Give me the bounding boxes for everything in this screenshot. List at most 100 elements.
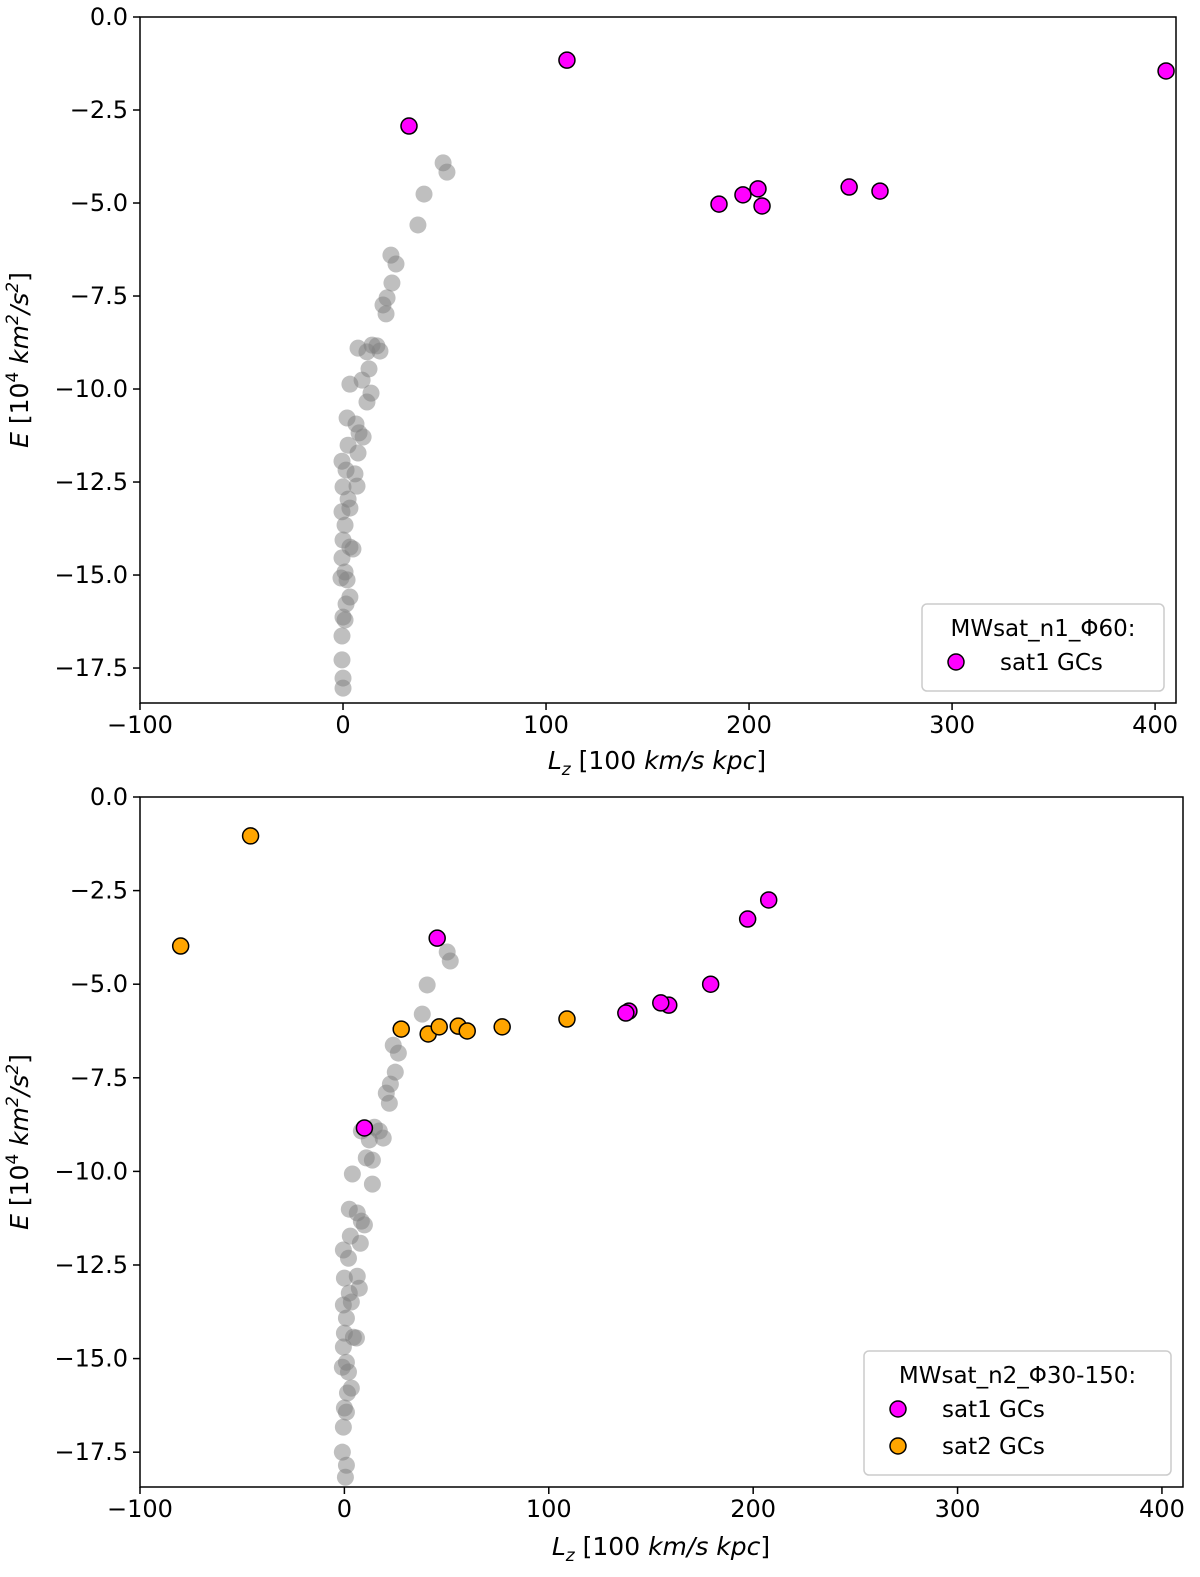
background-point	[337, 595, 355, 613]
x-tick-label: 200	[726, 711, 772, 739]
y-tick-label: −7.5	[70, 282, 128, 310]
data-point	[652, 994, 670, 1012]
legend-box	[863, 1350, 1172, 1476]
data-point	[753, 197, 771, 215]
background-point	[336, 516, 354, 534]
y-axis-label: E [104 km2/s2]	[3, 272, 34, 448]
y-tick-label: −5.0	[70, 189, 128, 217]
legend-marker	[947, 653, 965, 671]
data-point	[749, 180, 767, 198]
data-point	[738, 910, 757, 928]
data-point	[710, 195, 728, 213]
data-point	[241, 827, 260, 845]
y-tick-label: 0.0	[90, 3, 128, 31]
background-point	[339, 1363, 357, 1381]
x-tick-label: 200	[730, 1495, 776, 1523]
background-point	[354, 428, 372, 446]
background-point	[334, 1338, 352, 1356]
background-point	[418, 976, 436, 994]
data-point	[493, 1018, 511, 1036]
background-point	[337, 1403, 355, 1421]
y-tick-label: −10.0	[54, 375, 128, 403]
data-point	[430, 1018, 448, 1036]
x-tick-label: 100	[526, 1495, 572, 1523]
x-tick-label: 0	[335, 711, 350, 739]
plot-frame	[139, 796, 1184, 1488]
legend-marker	[889, 1400, 907, 1418]
y-tick-label: −17.5	[54, 1438, 128, 1466]
background-point	[339, 1249, 357, 1267]
data-point	[400, 117, 418, 135]
data-point	[428, 929, 446, 947]
background-point	[336, 611, 354, 629]
background-point	[349, 444, 367, 462]
y-tick-label: 0.0	[90, 783, 128, 811]
background-point	[358, 343, 376, 361]
background-point	[342, 1293, 360, 1311]
y-tick-label: −2.5	[70, 96, 128, 124]
background-point	[338, 571, 356, 589]
background-point	[383, 274, 401, 292]
background-point	[438, 163, 456, 181]
y-tick-label: −5.0	[70, 970, 128, 998]
background-point	[338, 1384, 356, 1402]
x-tick-label: −100	[107, 1495, 173, 1523]
background-point	[343, 1165, 361, 1183]
background-point	[335, 1269, 353, 1287]
background-point	[409, 216, 427, 234]
data-point	[701, 975, 720, 993]
data-point	[558, 1010, 576, 1028]
background-point	[377, 305, 395, 323]
background-point	[355, 1216, 373, 1234]
background-point	[441, 952, 459, 970]
background-point	[374, 1129, 392, 1147]
y-tick-label: −7.5	[70, 1064, 128, 1092]
y-tick-label: −2.5	[70, 877, 128, 905]
background-point	[333, 651, 351, 669]
background-point	[413, 1005, 431, 1023]
data-point	[392, 1020, 410, 1038]
y-tick-label: −12.5	[54, 1251, 128, 1279]
data-point	[1157, 62, 1175, 80]
x-tick-label: −100	[107, 711, 173, 739]
legend-label: sat1 GCs	[942, 1397, 1045, 1423]
legend-title: MWsat_n2_Φ30-150:	[899, 1363, 1136, 1389]
x-tick-label: 400	[1132, 711, 1178, 739]
y-tick-label: −10.0	[54, 1157, 128, 1185]
legend-marker	[889, 1437, 907, 1455]
plot-frame	[139, 16, 1177, 704]
background-point	[334, 1418, 352, 1436]
background-point	[333, 1443, 351, 1461]
x-tick-label: 300	[935, 1495, 981, 1523]
data-point	[617, 1004, 635, 1022]
data-point	[458, 1022, 476, 1040]
y-tick-label: −17.5	[54, 654, 128, 682]
background-point	[380, 1094, 398, 1112]
data-point	[734, 186, 752, 204]
background-point	[341, 499, 359, 517]
background-point	[389, 1044, 407, 1062]
background-point	[333, 549, 351, 567]
data-point	[171, 937, 190, 955]
background-point	[351, 1234, 369, 1252]
x-tick-label: 100	[523, 711, 569, 739]
x-tick-label: 0	[337, 1495, 352, 1523]
background-point	[347, 1329, 365, 1347]
legend-label: sat1 GCs	[1000, 650, 1103, 676]
background-point	[415, 185, 433, 203]
background-point	[337, 1309, 355, 1327]
legend-label: sat2 GCs	[942, 1434, 1045, 1460]
legend-title: MWsat_n1_Φ60:	[950, 616, 1135, 642]
x-tick-label: 300	[929, 711, 975, 739]
background-point	[371, 342, 389, 360]
background-point	[348, 477, 366, 495]
data-point	[871, 182, 889, 200]
y-tick-label: −15.0	[54, 1345, 128, 1373]
x-axis-label: Lz [100 km/s kpc]	[552, 1532, 770, 1566]
background-point	[363, 1151, 381, 1169]
x-axis-label: Lz [100 km/s kpc]	[548, 746, 766, 780]
background-point	[333, 627, 351, 645]
y-tick-label: −15.0	[54, 561, 128, 589]
background-point	[334, 679, 352, 697]
